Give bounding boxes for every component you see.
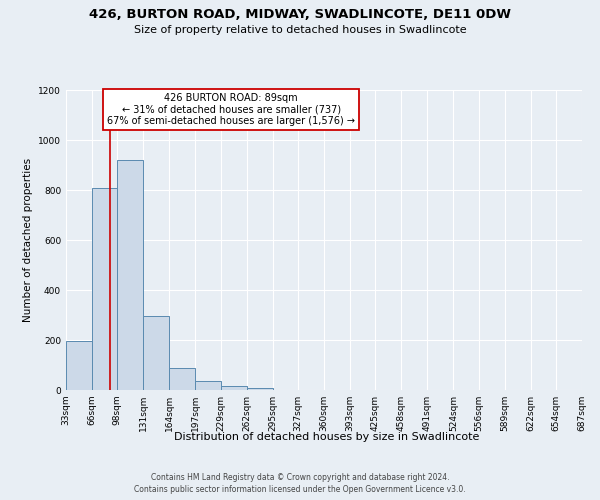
Text: Distribution of detached houses by size in Swadlincote: Distribution of detached houses by size …: [175, 432, 479, 442]
Bar: [117, 160, 143, 390]
Text: Size of property relative to detached houses in Swadlincote: Size of property relative to detached ho…: [134, 25, 466, 35]
Y-axis label: Number of detached properties: Number of detached properties: [23, 158, 32, 322]
Text: Contains HM Land Registry data © Crown copyright and database right 2024.: Contains HM Land Registry data © Crown c…: [151, 472, 449, 482]
Bar: [221, 386, 247, 390]
Bar: [169, 368, 196, 390]
Bar: [196, 381, 221, 390]
Text: 426, BURTON ROAD, MIDWAY, SWADLINCOTE, DE11 0DW: 426, BURTON ROAD, MIDWAY, SWADLINCOTE, D…: [89, 8, 511, 20]
Text: 426 BURTON ROAD: 89sqm
← 31% of detached houses are smaller (737)
67% of semi-de: 426 BURTON ROAD: 89sqm ← 31% of detached…: [107, 93, 355, 126]
Bar: [143, 316, 169, 390]
Bar: [247, 388, 273, 390]
Text: Contains public sector information licensed under the Open Government Licence v3: Contains public sector information licen…: [134, 485, 466, 494]
Bar: [66, 341, 92, 390]
Bar: [92, 188, 117, 390]
